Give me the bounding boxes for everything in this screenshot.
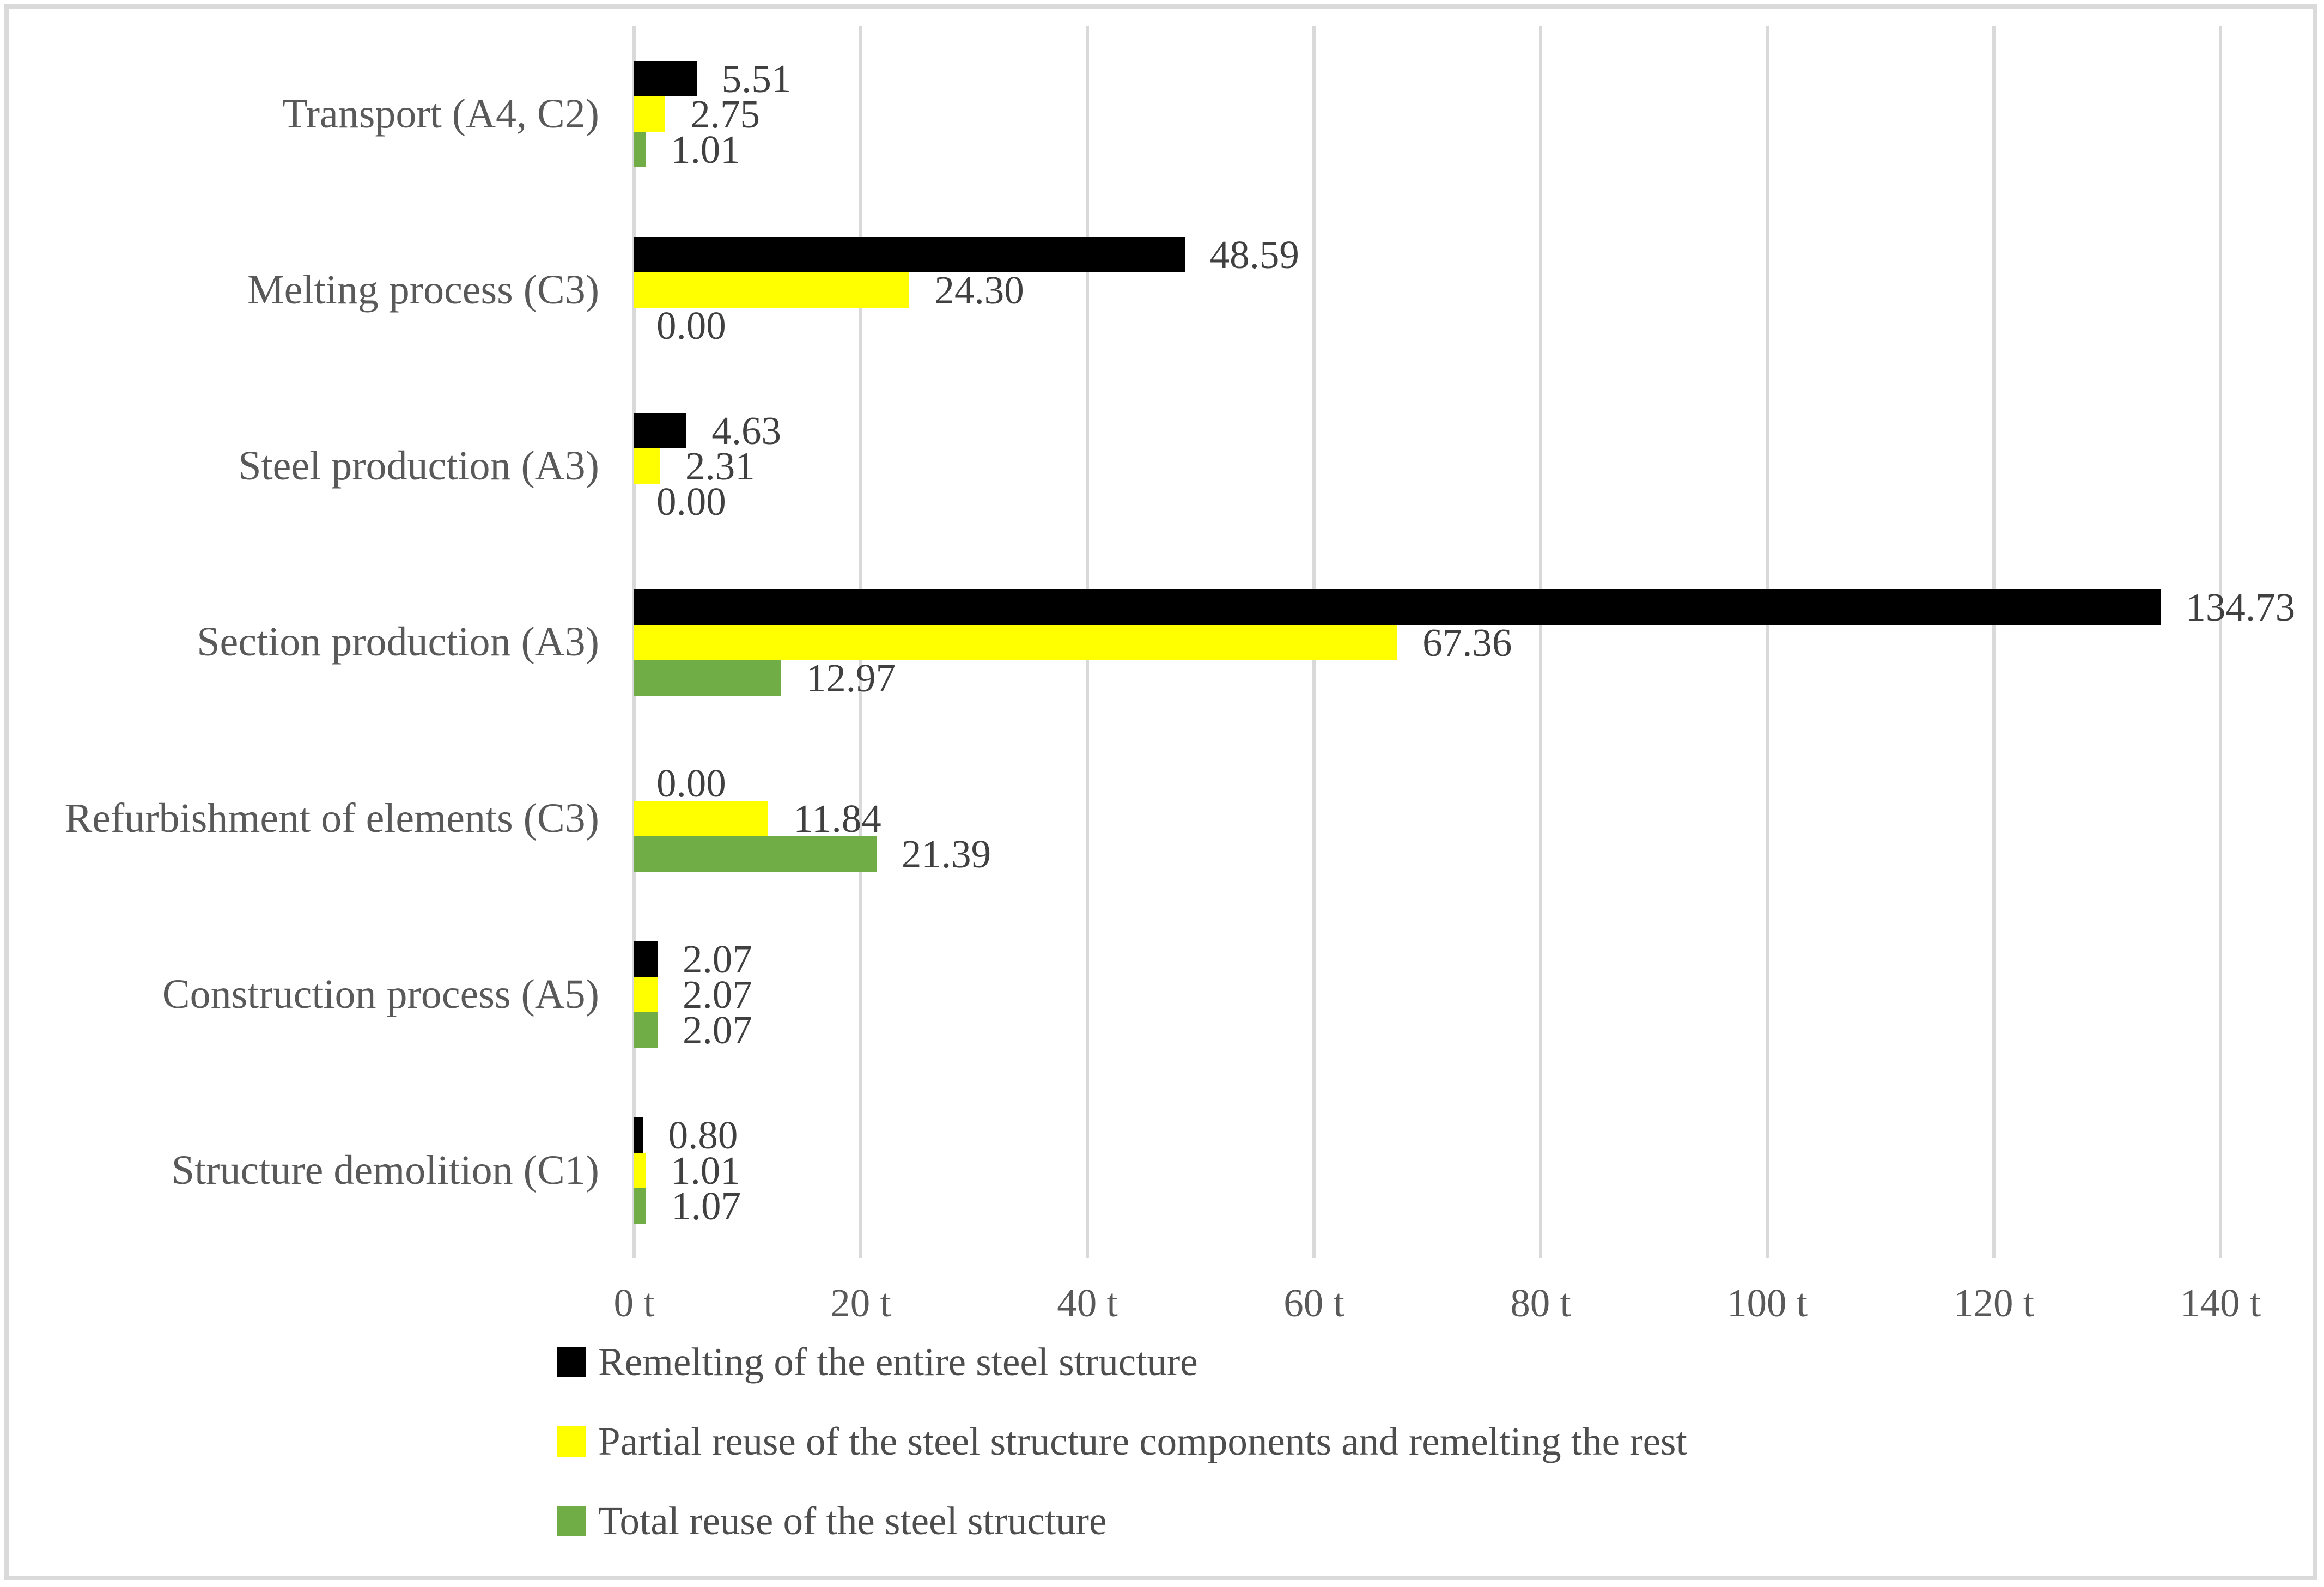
legend-swatch	[557, 1347, 586, 1377]
category-label: Section production (A3)	[197, 619, 599, 665]
category-label: Steel production (A3)	[238, 443, 599, 489]
bar-value-label: 2.07	[683, 937, 752, 981]
bar-total-reuse	[634, 1188, 647, 1224]
bar-value-label: 0.00	[656, 303, 726, 348]
x-axis-tick-label: 0 t	[613, 1281, 655, 1325]
gridline	[1539, 26, 1542, 1258]
bar-partial-reuse	[634, 96, 666, 132]
bar-remelting	[634, 61, 697, 97]
gridline	[1766, 26, 1769, 1258]
bar-value-label: 21.39	[901, 831, 991, 876]
bar-remelting	[634, 941, 658, 977]
legend-label: Partial reuse of the steel structure com…	[598, 1419, 1687, 1463]
bar-partial-reuse	[634, 272, 910, 308]
x-axis-tick-label: 100 t	[1726, 1281, 1808, 1325]
category-label: Refurbishment of elements (C3)	[64, 795, 599, 841]
x-axis-tick-label: 60 t	[1283, 1281, 1344, 1325]
x-axis-tick-label: 140 t	[2180, 1281, 2261, 1325]
x-axis-tick-label: 80 t	[1510, 1281, 1571, 1325]
bar-value-label: 4.63	[711, 409, 782, 453]
bar-total-reuse	[634, 132, 646, 168]
legend-item: Remelting of the entire steel structure	[557, 1339, 1198, 1385]
legend-swatch	[557, 1506, 586, 1536]
bar-partial-reuse	[634, 800, 769, 836]
bar-value-label: 1.07	[671, 1183, 741, 1228]
bar-value-label: 67.36	[1422, 620, 1512, 665]
bar-value-label: 0.00	[656, 479, 726, 524]
bar-remelting	[634, 237, 1185, 273]
legend-item: Total reuse of the steel structure	[557, 1498, 1106, 1544]
category-label: Melting process (C3)	[247, 267, 599, 313]
legend-swatch	[557, 1426, 586, 1457]
bar-value-label: 2.31	[685, 444, 755, 489]
legend-item: Partial reuse of the steel structure com…	[557, 1419, 1687, 1464]
x-axis-tick-label: 40 t	[1057, 1281, 1118, 1325]
bar-value-label: 0.00	[656, 761, 726, 805]
bar-value-label: 24.30	[934, 268, 1024, 313]
x-axis-tick-label: 20 t	[830, 1281, 891, 1325]
legend-label: Remelting of the entire steel structure	[598, 1340, 1198, 1384]
category-label: Transport (A4, C2)	[282, 91, 599, 137]
bar-total-reuse	[634, 836, 877, 872]
bar-value-label: 1.01	[671, 1148, 740, 1193]
bar-partial-reuse	[634, 1152, 646, 1188]
bar-value-label: 5.51	[721, 57, 792, 101]
bar-value-label: 134.73	[2186, 585, 2296, 629]
bar-value-label: 0.80	[668, 1112, 738, 1157]
bar-value-label: 11.84	[793, 796, 881, 841]
legend-label: Total reuse of the steel structure	[598, 1499, 1107, 1543]
x-axis-tick-label: 120 t	[1953, 1281, 2035, 1325]
bar-value-label: 2.07	[683, 972, 752, 1017]
gridline	[1992, 26, 1996, 1258]
bar-partial-reuse	[634, 624, 1398, 660]
bar-value-label: 48.59	[1209, 233, 1299, 277]
category-label: Structure demolition (C1)	[171, 1147, 599, 1193]
bar-remelting	[634, 413, 687, 449]
category-label: Construction process (A5)	[162, 971, 599, 1017]
bar-remelting	[634, 589, 2161, 625]
bar-total-reuse	[634, 1012, 658, 1048]
bar-total-reuse	[634, 660, 781, 696]
bar-value-label: 1.01	[671, 127, 740, 172]
bar-partial-reuse	[634, 976, 658, 1012]
bar-value-label: 12.97	[806, 655, 896, 700]
bar-remelting	[634, 1117, 643, 1153]
gridline	[2219, 26, 2222, 1258]
bar-value-label: 2.07	[683, 1007, 752, 1052]
bar-partial-reuse	[634, 448, 661, 484]
bar-value-label: 2.75	[690, 92, 760, 137]
